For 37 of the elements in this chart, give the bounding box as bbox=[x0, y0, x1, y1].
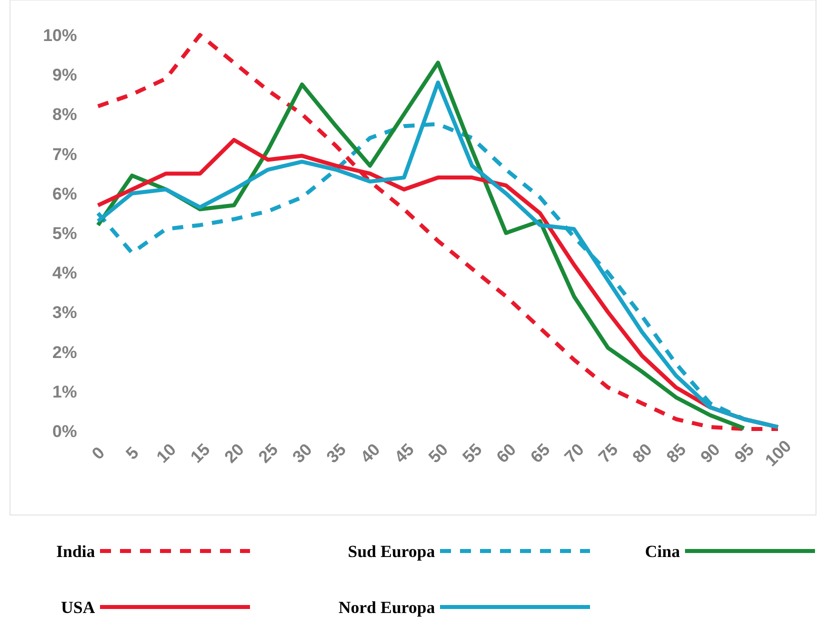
y-tick-label: 6% bbox=[52, 184, 77, 204]
y-tick-label: 5% bbox=[52, 224, 77, 243]
y-tick-label: 0% bbox=[52, 422, 77, 441]
x-tick-label: 90 bbox=[696, 440, 724, 467]
x-tick-label: 75 bbox=[594, 440, 622, 467]
x-tick-label: 100 bbox=[762, 436, 796, 470]
x-tick-label: 70 bbox=[560, 440, 588, 467]
y-tick-label: 8% bbox=[52, 105, 77, 124]
x-tick-label: 15 bbox=[186, 440, 214, 467]
x-tick-label: 5 bbox=[122, 443, 142, 464]
x-tick-label: 80 bbox=[628, 440, 656, 467]
x-tick-label: 85 bbox=[662, 440, 690, 467]
x-tick-label: 45 bbox=[390, 440, 418, 467]
x-tick-label: 40 bbox=[356, 440, 384, 467]
legend-label: Sud Europa bbox=[348, 542, 436, 561]
y-tick-label: 2% bbox=[52, 342, 77, 362]
legend-label: Nord Europa bbox=[338, 598, 436, 617]
legend-label: Cina bbox=[645, 542, 680, 561]
y-tick-label: 9% bbox=[52, 66, 77, 85]
x-tick-label: 25 bbox=[254, 440, 282, 467]
x-tick-label: 20 bbox=[220, 440, 248, 467]
y-tick-label: 10% bbox=[42, 26, 77, 45]
x-tick-label: 50 bbox=[424, 440, 452, 467]
y-tick-label: 4% bbox=[52, 264, 77, 283]
legend-label: USA bbox=[60, 598, 96, 617]
legend-label: India bbox=[56, 542, 96, 561]
x-tick-label: 35 bbox=[322, 440, 350, 467]
x-tick-label: 65 bbox=[526, 440, 554, 467]
y-tick-label: 7% bbox=[52, 144, 77, 164]
x-tick-label: 55 bbox=[458, 440, 486, 467]
x-tick-label: 0 bbox=[88, 443, 108, 464]
y-tick-label: 1% bbox=[52, 382, 77, 402]
x-tick-label: 30 bbox=[288, 440, 316, 467]
x-tick-label: 10 bbox=[152, 440, 180, 467]
y-tick-label: 3% bbox=[52, 303, 77, 322]
x-tick-label: 60 bbox=[492, 440, 520, 467]
x-tick-label: 95 bbox=[730, 440, 758, 467]
